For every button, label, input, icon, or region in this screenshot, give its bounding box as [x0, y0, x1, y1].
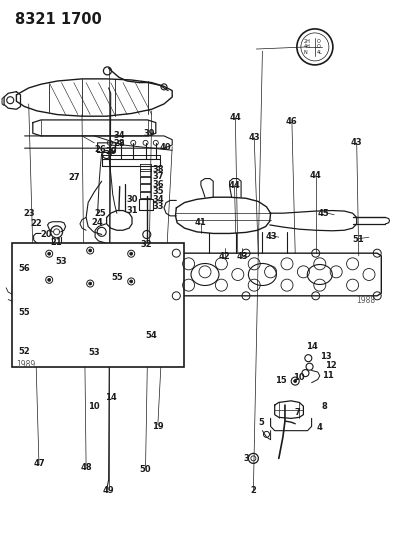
Text: 53: 53	[55, 257, 66, 265]
Text: 14: 14	[305, 342, 317, 351]
Text: 45: 45	[317, 209, 329, 217]
Text: 29: 29	[106, 148, 117, 156]
Text: 19: 19	[152, 422, 163, 431]
Text: 24: 24	[92, 219, 103, 227]
Text: 2H: 2H	[303, 39, 310, 44]
Circle shape	[88, 282, 92, 285]
Circle shape	[47, 278, 51, 281]
Text: 21: 21	[51, 238, 62, 247]
Text: 4: 4	[316, 423, 322, 432]
Text: 39: 39	[144, 129, 155, 138]
Text: 51: 51	[352, 236, 363, 244]
Text: 11: 11	[321, 372, 333, 380]
Text: 43: 43	[248, 133, 259, 142]
Circle shape	[293, 379, 296, 383]
Text: 37: 37	[152, 173, 163, 181]
Text: 22: 22	[30, 220, 42, 228]
Text: 8: 8	[320, 402, 326, 411]
Text: 47: 47	[33, 459, 45, 468]
Text: 38: 38	[152, 165, 163, 174]
Text: 48: 48	[80, 464, 92, 472]
Text: 52: 52	[19, 348, 30, 356]
Text: 23: 23	[24, 209, 35, 217]
Text: 4L: 4L	[316, 50, 321, 55]
Text: 53: 53	[88, 349, 100, 357]
Text: 10: 10	[293, 373, 304, 382]
Text: 55: 55	[19, 308, 30, 317]
Text: 33: 33	[152, 203, 163, 211]
Circle shape	[129, 280, 133, 283]
Text: 15: 15	[275, 376, 286, 384]
Text: 2: 2	[250, 486, 256, 495]
Text: 46: 46	[285, 117, 297, 126]
Text: 43: 43	[265, 232, 276, 241]
Text: 55: 55	[111, 273, 122, 281]
Text: 3: 3	[243, 454, 248, 463]
Text: O: O	[316, 39, 319, 44]
Text: 40: 40	[160, 143, 171, 151]
Text: 5: 5	[258, 418, 264, 426]
Text: 41: 41	[195, 219, 206, 227]
Text: 49: 49	[103, 486, 114, 495]
Circle shape	[47, 252, 51, 255]
Text: 31: 31	[126, 206, 137, 214]
Text: 34: 34	[114, 132, 125, 140]
Text: O: O	[316, 44, 319, 50]
Bar	[12, 243, 184, 367]
Text: 28: 28	[113, 140, 124, 148]
Text: 43: 43	[350, 139, 362, 147]
Circle shape	[88, 249, 92, 252]
Text: 12: 12	[325, 361, 336, 370]
Text: 42: 42	[218, 253, 230, 261]
Text: 26: 26	[94, 145, 106, 154]
Text: 44: 44	[229, 113, 240, 122]
Text: 7: 7	[294, 408, 299, 416]
Text: 34: 34	[152, 195, 163, 204]
Text: 35: 35	[152, 188, 163, 196]
Text: 10: 10	[88, 402, 100, 410]
Text: 50: 50	[139, 465, 151, 473]
Text: 27: 27	[68, 173, 79, 182]
Text: 44: 44	[228, 181, 240, 190]
Text: 8321 1700: 8321 1700	[15, 12, 101, 27]
Text: 4H: 4H	[303, 44, 310, 50]
Text: 1988: 1988	[356, 296, 375, 305]
Text: 13: 13	[319, 352, 331, 360]
Text: 25: 25	[94, 209, 106, 217]
Text: 32: 32	[141, 240, 152, 248]
Text: 30: 30	[126, 195, 137, 204]
Text: 44: 44	[309, 172, 321, 180]
Text: 1989: 1989	[16, 360, 36, 369]
Text: 43: 43	[236, 253, 247, 261]
Text: 20: 20	[40, 230, 52, 239]
Text: 14: 14	[105, 393, 116, 401]
Text: 56: 56	[19, 264, 30, 272]
Text: 54: 54	[146, 332, 157, 340]
Text: N: N	[303, 50, 306, 55]
Text: 36: 36	[152, 180, 163, 189]
Circle shape	[129, 252, 133, 255]
